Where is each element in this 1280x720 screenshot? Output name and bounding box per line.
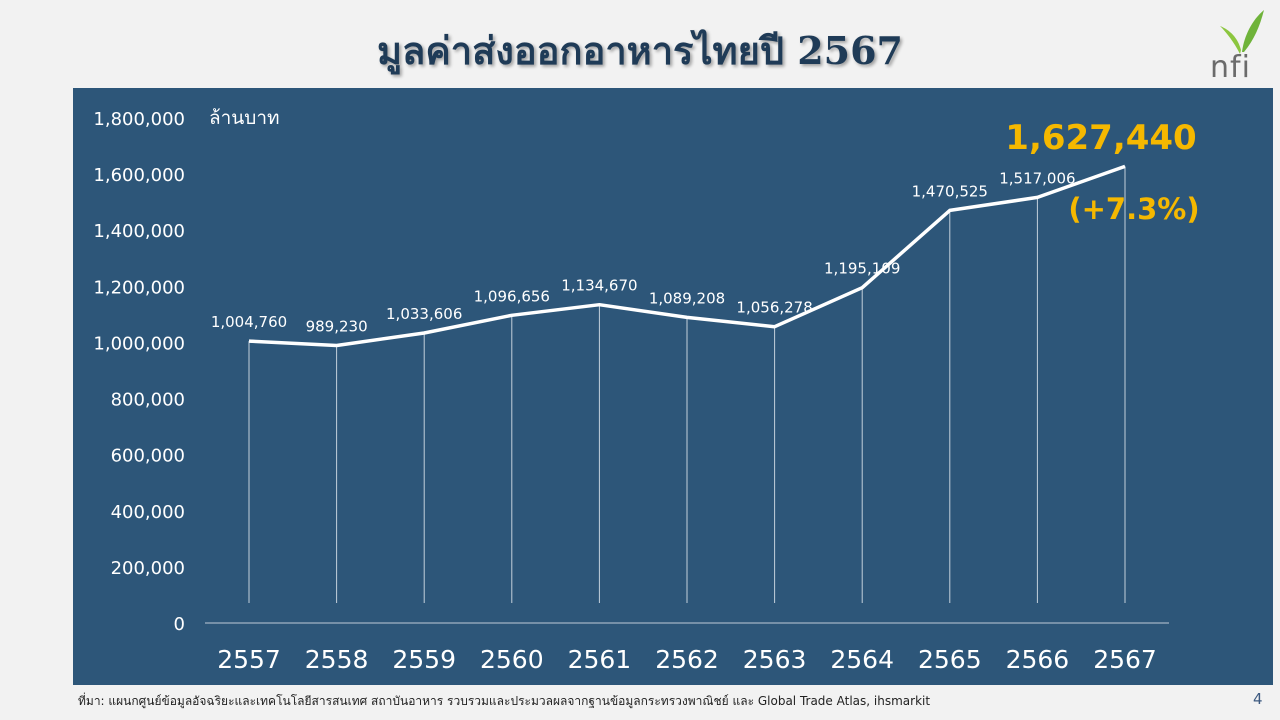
data-label: 1,134,670 (561, 277, 637, 295)
x-tick-label: 2566 (1006, 645, 1070, 674)
y-tick-label: 200,000 (111, 558, 185, 579)
data-label: 1,004,760 (211, 313, 287, 331)
series-line (248, 164, 1126, 348)
logo-text: nfi (1210, 50, 1251, 85)
y-tick-label: 600,000 (111, 446, 185, 467)
y-tick-label: 800,000 (111, 390, 185, 411)
data-label: 1,195,109 (824, 260, 900, 278)
y-axis: 0 200,000 400,000 600,000 800,000 1,000,000 1,… (93, 109, 185, 635)
drop-lines (248, 166, 1126, 603)
x-axis: 2557 2558 2559 2560 2561 2562 2563 2564 2565 2566… (217, 645, 1157, 674)
y-axis-unit-label: ล้านบาท (209, 107, 280, 129)
x-tick-label: 2560 (480, 645, 544, 674)
data-label: 989,230 (306, 317, 368, 335)
nfi-logo: nfi (1204, 6, 1274, 96)
y-tick-label: 1,000,000 (93, 333, 185, 354)
y-tick-label: 1,600,000 (93, 165, 185, 186)
x-tick-label: 2565 (918, 645, 982, 674)
x-tick-label: 2558 (305, 645, 369, 674)
y-tick-label: 400,000 (111, 502, 185, 523)
x-tick-label: 2559 (392, 645, 456, 674)
page-number: 4 (1253, 690, 1263, 708)
data-label: 1,033,606 (386, 305, 462, 323)
y-tick-label: 1,200,000 (93, 277, 185, 298)
data-label: 1,517,006 (999, 169, 1075, 187)
line-chart: 0 200,000 400,000 600,000 800,000 1,000,000 1,… (93, 107, 1199, 674)
y-tick-label: 0 (174, 614, 185, 635)
data-label: 1,089,208 (649, 289, 725, 307)
data-label: 1,056,278 (736, 299, 812, 317)
highlight-change-label: (+7.3%) (1068, 192, 1199, 226)
data-label: 1,096,656 (474, 287, 550, 305)
highlight-value-label: 1,627,440 (1005, 118, 1196, 158)
chart-panel: 0 200,000 400,000 600,000 800,000 1,000,000 1,… (73, 88, 1273, 685)
page-title: มูลค่าส่งออกอาหารไทยปี 2567 (377, 28, 903, 73)
x-tick-label: 2562 (655, 645, 719, 674)
source-note: ที่มา: แผนกศูนย์ข้อมูลอัจฉริยะและเทคโนโล… (78, 694, 931, 708)
y-tick-label: 1,800,000 (93, 109, 185, 130)
data-label: 1,470,525 (912, 182, 988, 200)
leaf-sprout-icon (1220, 10, 1264, 54)
x-tick-label: 2563 (743, 645, 807, 674)
x-tick-label: 2564 (830, 645, 894, 674)
x-tick-label: 2557 (217, 645, 281, 674)
data-labels: 1,004,760 989,230 1,033,606 1,096,656 1,134,… (211, 169, 1076, 335)
x-tick-label: 2567 (1093, 645, 1157, 674)
y-tick-label: 1,400,000 (93, 221, 185, 242)
x-tick-label: 2561 (568, 645, 632, 674)
